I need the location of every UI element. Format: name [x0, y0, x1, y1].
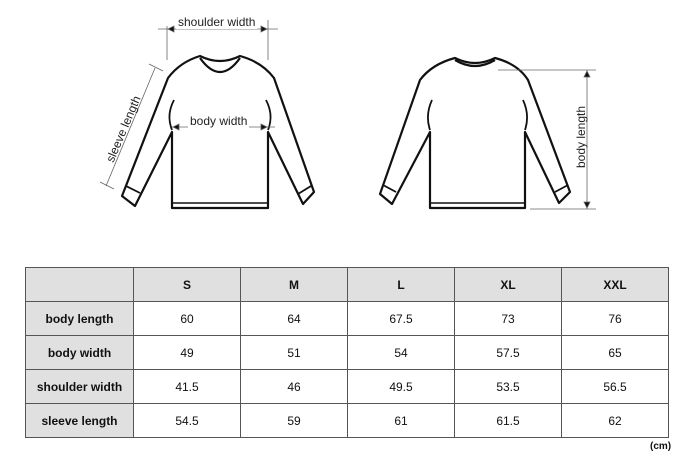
cell: 62 — [561, 403, 669, 438]
unit-label: (cm) — [650, 441, 672, 452]
cell: 54 — [347, 335, 455, 370]
cell: 64 — [240, 301, 348, 336]
back-sweater — [378, 56, 572, 210]
table-row: body length 60 64 67.5 73 76 — [25, 301, 669, 336]
size-header: L — [347, 267, 455, 302]
cell: 61 — [347, 403, 455, 438]
cell: 60 — [133, 301, 241, 336]
size-header: XXL — [561, 267, 669, 302]
size-header: M — [240, 267, 348, 302]
cell: 49 — [133, 335, 241, 370]
body-width-label: body width — [188, 114, 250, 128]
front-sweater — [120, 54, 316, 210]
row-label: sleeve length — [25, 403, 134, 438]
cell: 46 — [240, 369, 348, 404]
table-header-row: S M L XL XXL — [25, 267, 669, 302]
body-length-measure — [498, 69, 596, 210]
cell: 57.5 — [454, 335, 562, 370]
sweater-diagram — [99, 20, 596, 210]
cell: 54.5 — [133, 403, 241, 438]
row-label: body length — [25, 301, 134, 336]
corner-cell — [25, 267, 134, 302]
size-header: S — [133, 267, 241, 302]
cell: 59 — [240, 403, 348, 438]
body-length-label: body length — [574, 105, 589, 169]
cell: 65 — [561, 335, 669, 370]
shoulder-width-label: shoulder width — [176, 15, 258, 29]
row-label: body width — [25, 335, 134, 370]
cell: 76 — [561, 301, 669, 336]
cell: 67.5 — [347, 301, 455, 336]
cell: 49.5 — [347, 369, 455, 404]
table-row: sleeve length 54.5 59 61 61.5 62 — [25, 403, 669, 438]
cell: 41.5 — [133, 369, 241, 404]
table-row: body width 49 51 54 57.5 65 — [25, 335, 669, 370]
row-label: shoulder width — [25, 369, 134, 404]
cell: 73 — [454, 301, 562, 336]
size-table: S M L XL XXL body length 60 64 67.5 73 7… — [25, 267, 669, 438]
size-header: XL — [454, 267, 562, 302]
cell: 61.5 — [454, 403, 562, 438]
cell: 51 — [240, 335, 348, 370]
measure-lines — [99, 20, 278, 190]
cell: 56.5 — [561, 369, 669, 404]
table-row: shoulder width 41.5 46 49.5 53.5 56.5 — [25, 369, 669, 404]
cell: 53.5 — [454, 369, 562, 404]
